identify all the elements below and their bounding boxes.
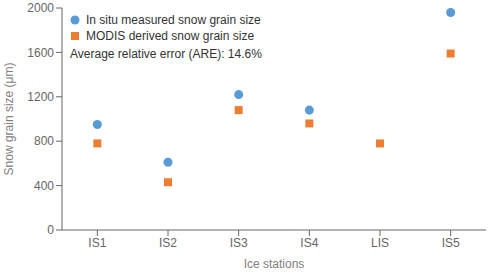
html-text:Average relative error (ARE):: Average relative error (ARE): 14.6% bbox=[70, 47, 262, 61]
svg-text:Ice stations: Ice stations bbox=[244, 257, 305, 271]
svg-text:2000: 2000 bbox=[27, 1, 54, 15]
svg-text:IS1: IS1 bbox=[88, 236, 106, 250]
svg-text:0: 0 bbox=[47, 223, 54, 237]
html-text:MODIS derived snow grain size: MODIS derived snow grain size bbox=[86, 29, 255, 43]
svg-text:IS5: IS5 bbox=[442, 236, 460, 250]
svg-text:IS2: IS2 bbox=[159, 236, 177, 250]
svg-text:IS4: IS4 bbox=[300, 236, 318, 250]
svg-text:1600: 1600 bbox=[27, 46, 54, 60]
html-text:In situ measured snow grain si: In situ measured snow grain size bbox=[86, 13, 261, 27]
svg-text:400: 400 bbox=[34, 179, 54, 193]
svg-text:800: 800 bbox=[34, 134, 54, 148]
svg-text:1200: 1200 bbox=[27, 90, 54, 104]
svg-text:Snow grain size (μm): Snow grain size (μm) bbox=[2, 63, 16, 176]
svg-text:LIS: LIS bbox=[371, 236, 389, 250]
svg-text:IS3: IS3 bbox=[230, 236, 248, 250]
